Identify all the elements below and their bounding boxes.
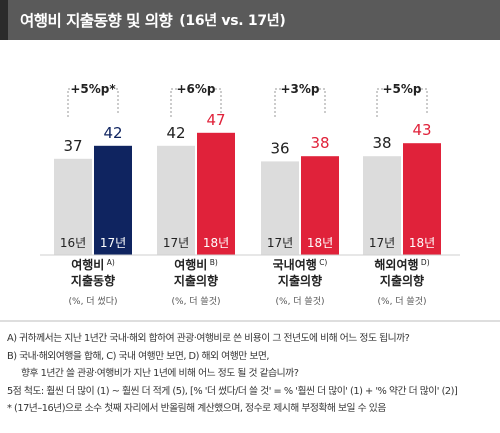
year-label-0-right: 17년 xyxy=(100,236,126,250)
diff-label-0: +5%p* xyxy=(70,82,116,96)
category-unit-2: (%, 더 쓸것) xyxy=(276,296,325,307)
category-label-3: 해외여행 D) xyxy=(374,257,429,272)
diff-label-bg-1 xyxy=(177,80,215,96)
category-unit-3: (%, 더 쓸것) xyxy=(378,296,427,307)
bar-0-right xyxy=(94,145,132,255)
category-label2-2: 지출의향 xyxy=(278,273,322,288)
bar-2-left xyxy=(261,161,299,255)
category-label2-3: 지출의향 xyxy=(380,273,424,288)
footnotes: A) 귀하께서는 지난 1년간 국내·해외 합하여 관광·여행비로 쓴 비용이 … xyxy=(7,330,497,418)
bar-0-left xyxy=(54,158,92,255)
footnote-a: A) 귀하께서는 지난 1년간 국내·해외 합하여 관광·여행비로 쓴 비용이 … xyxy=(7,333,410,344)
footnote-bcd: B) 국내·해외여행을 합해, C) 국내 여행만 보면, D) 해외 여행만 … xyxy=(7,350,269,362)
bar-2-right xyxy=(301,156,339,255)
category-label2-0: 지출동향 xyxy=(71,273,115,288)
category-label2-1: 지출의향 xyxy=(174,273,218,288)
category-unit-0: (%, 더 썼다) xyxy=(69,296,118,307)
year-label-3-right: 18년 xyxy=(409,236,435,250)
diff-label-bg-2 xyxy=(281,80,319,96)
bar-1-left xyxy=(157,145,195,255)
year-label-1-left: 17년 xyxy=(163,236,189,250)
year-label-3-left: 17년 xyxy=(369,236,395,250)
title-accent xyxy=(0,0,8,40)
year-label-2-left: 17년 xyxy=(267,236,293,250)
year-label-2-right: 18년 xyxy=(307,236,333,250)
category-label-1: 여행비 B) xyxy=(174,257,218,272)
value-label-3-right: 43 xyxy=(412,121,431,139)
category-label-2: 국내여행 C) xyxy=(273,257,328,272)
title-bar: 여행비 지출동향 및 의향 (16년 vs. 17년) xyxy=(0,0,500,40)
footnote-scale: 5점 척도: 훨씬 더 많이 (1) ~ 훨씬 더 적게 (5), [% '더 … xyxy=(7,385,458,397)
bar-3-left xyxy=(363,156,401,255)
value-label-2-left: 36 xyxy=(270,139,289,157)
value-label-3-left: 38 xyxy=(372,134,391,152)
footnote-question: 향후 1년간 쓸 관광·여행비가 지난 1년에 비해 어느 정도 될 것 같습니… xyxy=(21,368,299,380)
diff-label-bg-0 xyxy=(70,80,116,96)
value-label-1-right: 47 xyxy=(206,111,225,129)
bar-1-right xyxy=(197,132,235,255)
bar-chart: 37 42 16년 17년 +5%p* 여행비 A)지출동향 (%, 더 썼다) 42 47 17… xyxy=(0,80,500,322)
bar-3-right xyxy=(403,143,441,255)
year-label-1-right: 18년 xyxy=(203,236,229,250)
page-subtitle: (16년 vs. 17년) xyxy=(179,13,286,29)
diff-label-bg-3 xyxy=(383,80,421,96)
value-label-0-right: 42 xyxy=(103,124,122,142)
category-label-0: 여행비 A) xyxy=(71,257,115,272)
value-label-1-left: 42 xyxy=(166,124,185,142)
page-title: 여행비 지출동향 및 의향 xyxy=(20,12,173,30)
diff-label-1: +6%p xyxy=(176,82,215,96)
footnote-rounding: * (17년–16년)으로 소수 첫째 자리에서 반올림해 계산했으며, 정수로… xyxy=(7,403,386,415)
diff-label-3: +5%p xyxy=(382,82,421,96)
diff-label-2: +3%p xyxy=(280,82,319,96)
value-label-2-right: 38 xyxy=(310,134,329,152)
value-label-0-left: 37 xyxy=(63,137,82,155)
year-label-0-left: 16년 xyxy=(60,236,86,250)
category-unit-1: (%, 더 쓸것) xyxy=(172,296,221,307)
